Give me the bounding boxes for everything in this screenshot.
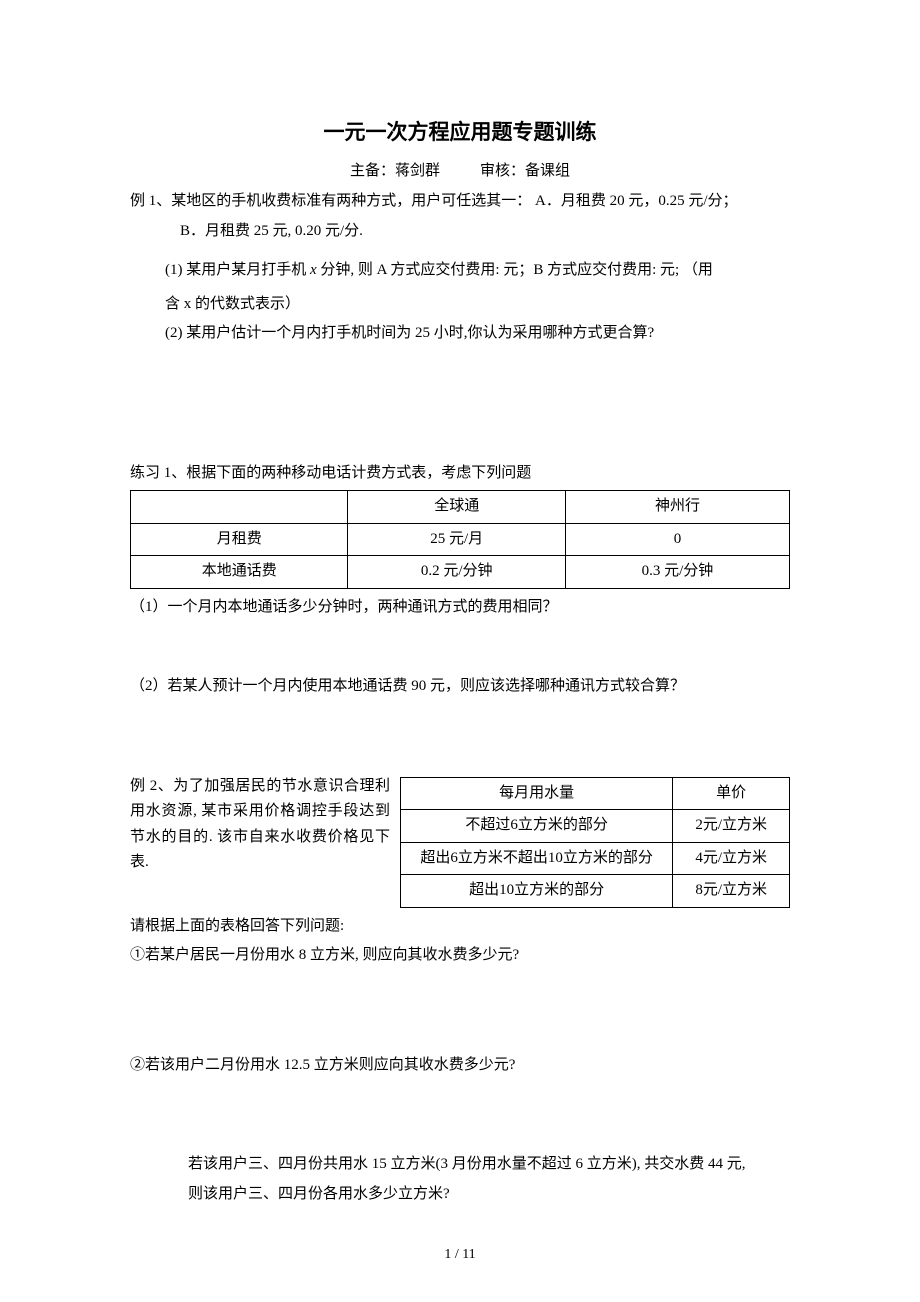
practice1-q2: （2）若某人预计一个月内使用本地通话费 90 元，则应该选择哪种通讯方式较合算？: [130, 674, 790, 700]
table-cell: 25 元/月: [348, 523, 565, 556]
table-row: 超出6立方米不超出10立方米的部分 4元/立方米: [401, 842, 790, 875]
table-row: 本地通话费 0.2 元/分钟 0.3 元/分钟: [131, 556, 790, 589]
example1-q1-line1: (1) 某用户某月打手机 x 分钟, 则 A 方式应交付费用: 元；B 方式应交…: [130, 258, 790, 284]
variable-x: x: [310, 262, 317, 278]
table-cell: [131, 491, 348, 524]
example2-followup: 请根据上面的表格回答下列问题:: [130, 914, 790, 940]
example2-q2: ②若该用户二月份用水 12.5 立方米则应向其收水费多少元?: [130, 1053, 790, 1079]
example2-q3-line1: 若该用户三、四月份共用水 15 立方米(3 月份用水量不超过 6 立方米), 共…: [130, 1152, 790, 1178]
practice1-intro: 练习 1、根据下面的两种移动电话计费方式表，考虑下列问题: [130, 461, 790, 487]
example2-wrapper: 例 2、为了加强居民的节水意识合理利用水资源, 某市采用价格调控手段达到节水的目…: [130, 774, 790, 914]
example1-q1-line2: 含 x 的代数式表示）: [130, 288, 790, 318]
example1-q1-part2: 分钟, 则 A 方式应交付费用: 元；B 方式应交付费用: 元; （用: [317, 262, 713, 278]
table-cell: 8元/立方米: [673, 875, 790, 908]
table-row: 不超过6立方米的部分 2元/立方米: [401, 810, 790, 843]
table-cell: 超出6立方米不超出10立方米的部分: [401, 842, 673, 875]
practice1-q1: （1）一个月内本地通话多少分钟时，两种通讯方式的费用相同？: [130, 595, 790, 621]
practice1-table: 全球通 神州行 月租费 25 元/月 0 本地通话费 0.2 元/分钟 0.3 …: [130, 490, 790, 589]
example2-q1: ①若某户居民一月份用水 8 立方米, 则应向其收水费多少元?: [130, 943, 790, 969]
subtitle-line: 主备：蒋剑群 审核：备课组: [130, 159, 790, 185]
example1-line1: 例 1、某地区的手机收费标准有两种方式，用户可任选其一： A．月租费 20 元，…: [130, 189, 790, 215]
author-label: 主备：蒋剑群: [350, 163, 440, 179]
table-cell: 不超过6立方米的部分: [401, 810, 673, 843]
table-row: 月租费 25 元/月 0: [131, 523, 790, 556]
table-cell: 每月用水量: [401, 777, 673, 810]
example2-table: 每月用水量 单价 不超过6立方米的部分 2元/立方米 超出6立方米不超出10立方…: [400, 777, 790, 908]
document-title: 一元一次方程应用题专题训练: [130, 115, 790, 151]
table-cell: 0.2 元/分钟: [348, 556, 565, 589]
example1-q2: (2) 某用户估计一个月内打手机时间为 25 小时,你认为采用哪种方式更合算?: [130, 321, 790, 347]
table-cell: 月租费: [131, 523, 348, 556]
reviewer-label: 审核：备课组: [480, 163, 570, 179]
table-cell: 4元/立方米: [673, 842, 790, 875]
table-cell: 2元/立方米: [673, 810, 790, 843]
table-cell: 0.3 元/分钟: [565, 556, 789, 589]
page-number: 1 / 11: [0, 1243, 920, 1267]
table-cell: 超出10立方米的部分: [401, 875, 673, 908]
example2-intro: 例 2、为了加强居民的节水意识合理利用水资源, 某市采用价格调控手段达到节水的目…: [130, 774, 390, 876]
example1-line2: B．月租费 25 元, 0.20 元/分.: [130, 219, 790, 245]
table-cell: 单价: [673, 777, 790, 810]
example1-q1-part1: (1) 某用户某月打手机: [165, 262, 310, 278]
table-row: 超出10立方米的部分 8元/立方米: [401, 875, 790, 908]
table-row: 全球通 神州行: [131, 491, 790, 524]
table-cell: 神州行: [565, 491, 789, 524]
table-row: 每月用水量 单价: [401, 777, 790, 810]
table-cell: 本地通话费: [131, 556, 348, 589]
example2-q3-line2: 则该用户三、四月份各用水多少立方米?: [130, 1182, 790, 1208]
table-cell: 0: [565, 523, 789, 556]
table-cell: 全球通: [348, 491, 565, 524]
